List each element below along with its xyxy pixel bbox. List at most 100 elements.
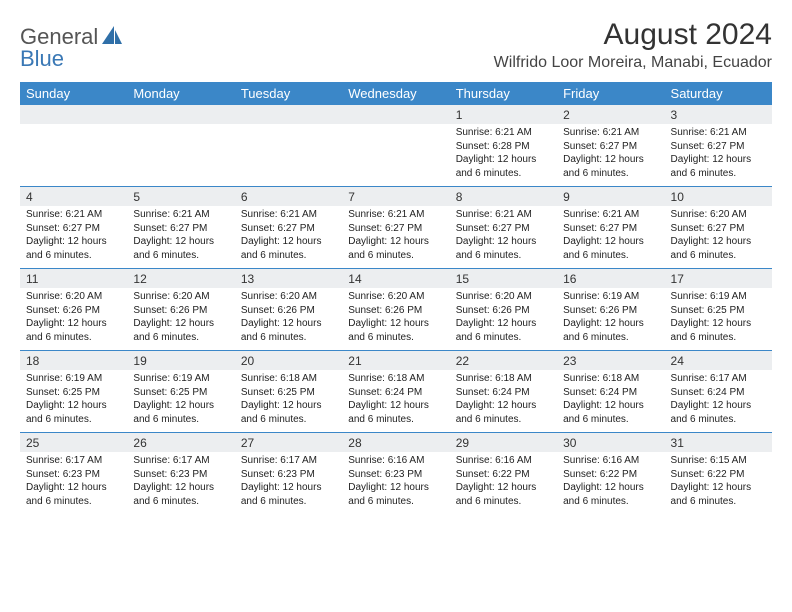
- daylight-text: Daylight: 12 hours and 6 minutes.: [133, 399, 228, 426]
- dow-monday: Monday: [127, 82, 234, 105]
- logo-sail-icon: [100, 24, 124, 53]
- sunset-text: Sunset: 6:27 PM: [348, 222, 443, 236]
- sunrise-text: Sunrise: 6:16 AM: [563, 454, 658, 468]
- brand-logo: General Blue: [20, 18, 124, 72]
- day-info-cell: Sunrise: 6:20 AMSunset: 6:26 PMDaylight:…: [342, 288, 449, 351]
- day-info-cell: Sunrise: 6:19 AMSunset: 6:26 PMDaylight:…: [557, 288, 664, 351]
- title-block: August 2024 Wilfrido Loor Moreira, Manab…: [494, 18, 772, 72]
- day-info-cell: Sunrise: 6:17 AMSunset: 6:24 PMDaylight:…: [665, 370, 772, 433]
- sunset-text: Sunset: 6:24 PM: [671, 386, 766, 400]
- sunrise-text: Sunrise: 6:20 AM: [456, 290, 551, 304]
- sunset-text: Sunset: 6:23 PM: [133, 468, 228, 482]
- sunset-text: Sunset: 6:27 PM: [26, 222, 121, 236]
- daylight-text: Daylight: 12 hours and 6 minutes.: [348, 481, 443, 508]
- sunrise-text: Sunrise: 6:16 AM: [456, 454, 551, 468]
- day-info-cell: Sunrise: 6:21 AMSunset: 6:28 PMDaylight:…: [450, 124, 557, 187]
- daylight-text: Daylight: 12 hours and 6 minutes.: [563, 399, 658, 426]
- daylight-text: Daylight: 12 hours and 6 minutes.: [26, 481, 121, 508]
- daylight-text: Daylight: 12 hours and 6 minutes.: [241, 317, 336, 344]
- day-of-week-row: Sunday Monday Tuesday Wednesday Thursday…: [20, 82, 772, 105]
- day-number-cell: 14: [342, 269, 449, 289]
- sunrise-text: Sunrise: 6:19 AM: [671, 290, 766, 304]
- sunrise-text: Sunrise: 6:17 AM: [133, 454, 228, 468]
- sunrise-text: Sunrise: 6:21 AM: [456, 126, 551, 140]
- day-info-cell: [235, 124, 342, 187]
- day-number-cell: 20: [235, 351, 342, 371]
- sunset-text: Sunset: 6:27 PM: [456, 222, 551, 236]
- sunset-text: Sunset: 6:27 PM: [563, 140, 658, 154]
- day-number-cell: 7: [342, 187, 449, 207]
- sunset-text: Sunset: 6:26 PM: [563, 304, 658, 318]
- day-info-cell: Sunrise: 6:19 AMSunset: 6:25 PMDaylight:…: [20, 370, 127, 433]
- daylight-text: Daylight: 12 hours and 6 minutes.: [671, 399, 766, 426]
- sunrise-text: Sunrise: 6:16 AM: [348, 454, 443, 468]
- day-number-row: 45678910: [20, 187, 772, 207]
- day-number-cell: 9: [557, 187, 664, 207]
- sunrise-text: Sunrise: 6:20 AM: [671, 208, 766, 222]
- day-number-cell: 23: [557, 351, 664, 371]
- day-number-cell: 18: [20, 351, 127, 371]
- sunrise-text: Sunrise: 6:17 AM: [26, 454, 121, 468]
- day-info-row: Sunrise: 6:19 AMSunset: 6:25 PMDaylight:…: [20, 370, 772, 433]
- day-info-cell: Sunrise: 6:21 AMSunset: 6:27 PMDaylight:…: [127, 206, 234, 269]
- day-info-cell: Sunrise: 6:20 AMSunset: 6:27 PMDaylight:…: [665, 206, 772, 269]
- day-number-cell: 1: [450, 105, 557, 124]
- sunrise-text: Sunrise: 6:19 AM: [26, 372, 121, 386]
- day-info-cell: Sunrise: 6:16 AMSunset: 6:22 PMDaylight:…: [557, 452, 664, 514]
- sunset-text: Sunset: 6:26 PM: [133, 304, 228, 318]
- sunrise-text: Sunrise: 6:21 AM: [26, 208, 121, 222]
- day-number-cell: 22: [450, 351, 557, 371]
- sunrise-text: Sunrise: 6:18 AM: [241, 372, 336, 386]
- day-number-cell: 6: [235, 187, 342, 207]
- sunset-text: Sunset: 6:23 PM: [348, 468, 443, 482]
- sunrise-text: Sunrise: 6:21 AM: [563, 126, 658, 140]
- day-number-cell: 25: [20, 433, 127, 453]
- day-number-cell: [20, 105, 127, 124]
- sunset-text: Sunset: 6:26 PM: [456, 304, 551, 318]
- day-number-cell: 29: [450, 433, 557, 453]
- sunrise-text: Sunrise: 6:21 AM: [348, 208, 443, 222]
- sunrise-text: Sunrise: 6:21 AM: [241, 208, 336, 222]
- day-info-cell: [127, 124, 234, 187]
- sunset-text: Sunset: 6:25 PM: [133, 386, 228, 400]
- logo-text-block: General Blue: [20, 24, 98, 72]
- day-info-cell: Sunrise: 6:16 AMSunset: 6:23 PMDaylight:…: [342, 452, 449, 514]
- sunset-text: Sunset: 6:25 PM: [671, 304, 766, 318]
- day-info-cell: Sunrise: 6:18 AMSunset: 6:24 PMDaylight:…: [557, 370, 664, 433]
- sunrise-text: Sunrise: 6:17 AM: [671, 372, 766, 386]
- sunrise-text: Sunrise: 6:21 AM: [671, 126, 766, 140]
- day-info-cell: Sunrise: 6:20 AMSunset: 6:26 PMDaylight:…: [235, 288, 342, 351]
- day-number-cell: 24: [665, 351, 772, 371]
- dow-sunday: Sunday: [20, 82, 127, 105]
- day-number-cell: [235, 105, 342, 124]
- sunset-text: Sunset: 6:23 PM: [241, 468, 336, 482]
- day-number-cell: 4: [20, 187, 127, 207]
- sunrise-text: Sunrise: 6:19 AM: [563, 290, 658, 304]
- daylight-text: Daylight: 12 hours and 6 minutes.: [456, 153, 551, 180]
- sunset-text: Sunset: 6:27 PM: [671, 222, 766, 236]
- daylight-text: Daylight: 12 hours and 6 minutes.: [241, 481, 336, 508]
- calendar-page: General Blue August 2024 Wilfrido Loor M…: [0, 0, 792, 526]
- sunset-text: Sunset: 6:24 PM: [456, 386, 551, 400]
- sunset-text: Sunset: 6:27 PM: [563, 222, 658, 236]
- daylight-text: Daylight: 12 hours and 6 minutes.: [671, 317, 766, 344]
- daylight-text: Daylight: 12 hours and 6 minutes.: [348, 235, 443, 262]
- daylight-text: Daylight: 12 hours and 6 minutes.: [671, 481, 766, 508]
- sunset-text: Sunset: 6:26 PM: [348, 304, 443, 318]
- day-info-cell: Sunrise: 6:18 AMSunset: 6:25 PMDaylight:…: [235, 370, 342, 433]
- daylight-text: Daylight: 12 hours and 6 minutes.: [26, 399, 121, 426]
- day-number-cell: 10: [665, 187, 772, 207]
- daylight-text: Daylight: 12 hours and 6 minutes.: [241, 235, 336, 262]
- sunrise-text: Sunrise: 6:21 AM: [563, 208, 658, 222]
- sunset-text: Sunset: 6:22 PM: [456, 468, 551, 482]
- daylight-text: Daylight: 12 hours and 6 minutes.: [26, 317, 121, 344]
- daylight-text: Daylight: 12 hours and 6 minutes.: [671, 235, 766, 262]
- daylight-text: Daylight: 12 hours and 6 minutes.: [348, 399, 443, 426]
- day-info-cell: Sunrise: 6:18 AMSunset: 6:24 PMDaylight:…: [450, 370, 557, 433]
- sunrise-text: Sunrise: 6:20 AM: [26, 290, 121, 304]
- sunrise-text: Sunrise: 6:18 AM: [563, 372, 658, 386]
- day-number-cell: 26: [127, 433, 234, 453]
- day-info-cell: Sunrise: 6:21 AMSunset: 6:27 PMDaylight:…: [20, 206, 127, 269]
- sunset-text: Sunset: 6:28 PM: [456, 140, 551, 154]
- daylight-text: Daylight: 12 hours and 6 minutes.: [671, 153, 766, 180]
